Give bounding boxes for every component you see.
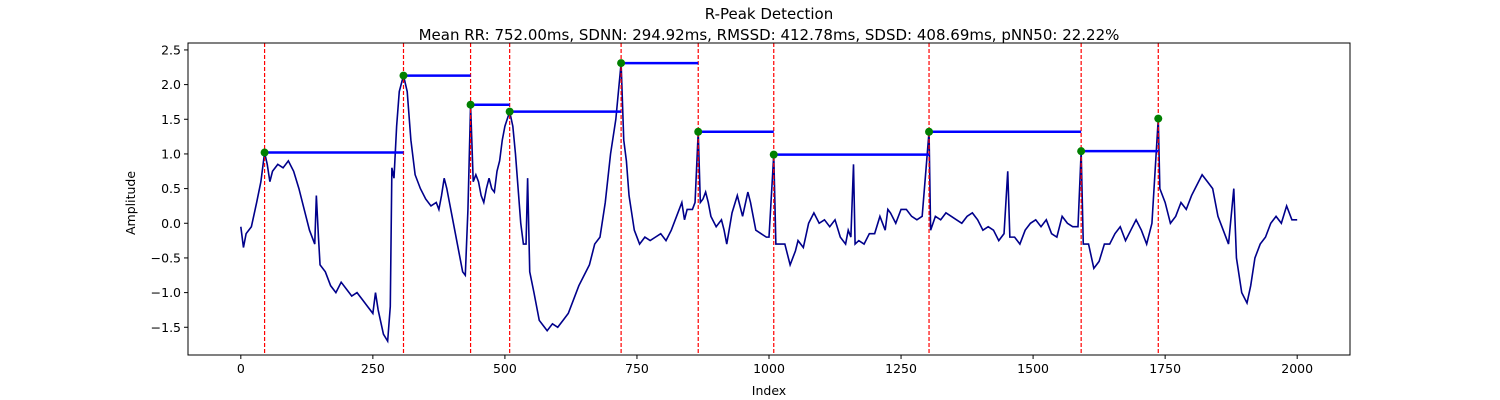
- peak-point: [505, 107, 514, 116]
- peak-point: [617, 59, 626, 68]
- peak-point: [694, 127, 703, 136]
- x-tick-label: 500: [493, 361, 517, 376]
- peak-point: [769, 150, 778, 159]
- x-tick-label: 250: [361, 361, 385, 376]
- y-axis-label: Amplitude: [123, 171, 138, 235]
- y-tick-label: −1.0: [151, 285, 181, 300]
- x-tick-label: 1250: [885, 361, 917, 376]
- x-tick-label: 1500: [1017, 361, 1049, 376]
- y-tick-label: 2.0: [161, 77, 181, 92]
- y-tick-label: −0.5: [151, 250, 181, 265]
- y-tick-label: 2.5: [161, 42, 181, 57]
- chart-subtitle: Mean RR: 752.00ms, SDNN: 294.92ms, RMSSD…: [419, 26, 1120, 44]
- chart-title: R-Peak Detection: [705, 5, 833, 23]
- peak-point: [399, 71, 408, 80]
- y-tick-label: 1.5: [161, 112, 181, 127]
- y-tick-label: 0.0: [161, 216, 181, 231]
- peak-point: [1077, 147, 1086, 156]
- y-tick-label: 0.5: [161, 181, 181, 196]
- x-axis-label: Index: [752, 383, 786, 398]
- x-tick-label: 1750: [1149, 361, 1181, 376]
- y-tick-label: 1.0: [161, 146, 181, 161]
- signal-line: [240, 63, 1298, 344]
- peak-point: [260, 148, 269, 157]
- x-tick-label: 2000: [1281, 361, 1313, 376]
- peak-point: [1154, 114, 1163, 123]
- peak-point: [925, 127, 934, 136]
- peak-point: [466, 100, 475, 109]
- y-tick-label: −1.5: [151, 320, 181, 335]
- x-tick-label: 1000: [753, 361, 785, 376]
- plot-frame: [187, 42, 1351, 356]
- x-tick-label: 0: [237, 361, 245, 376]
- x-tick-label: 750: [625, 361, 649, 376]
